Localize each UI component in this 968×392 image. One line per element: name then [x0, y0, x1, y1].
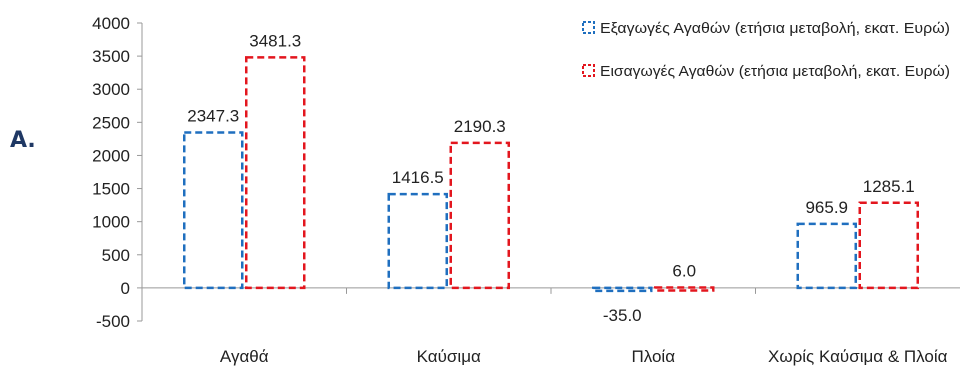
y-tick-label: -500	[96, 312, 130, 331]
y-tick-label: 3000	[92, 80, 130, 99]
legend-swatch	[582, 64, 595, 77]
x-tick-label: Πλοία	[631, 347, 675, 366]
bar	[449, 141, 510, 290]
data-label: 965.9	[805, 198, 848, 217]
bar	[245, 56, 306, 290]
data-label: 2190.3	[454, 117, 506, 136]
y-tick-label: 2500	[92, 113, 130, 132]
y-tick-label: 1000	[92, 213, 130, 232]
y-tick-label: 3500	[92, 47, 130, 66]
panel-label: A.	[10, 128, 36, 153]
bar	[858, 201, 919, 290]
legend-swatch	[582, 21, 595, 34]
bar	[387, 192, 448, 290]
data-label: 2347.3	[187, 106, 239, 125]
data-label: 6.0	[672, 261, 696, 280]
data-label: 1285.1	[863, 177, 915, 196]
y-tick-label: 2000	[92, 146, 130, 165]
bar	[796, 222, 857, 290]
legend-label: Εξαγωγές Αγαθών (ετήσια μεταβολή, εκατ. …	[600, 20, 950, 37]
data-label: 3481.3	[249, 31, 301, 50]
y-tick-label: 500	[102, 246, 130, 265]
y-tick-label: 1500	[92, 180, 130, 199]
bar	[183, 131, 244, 290]
y-tick-label: 0	[121, 279, 130, 298]
y-tick-label: 4000	[92, 14, 130, 33]
data-label: -35.0	[603, 306, 642, 325]
x-tick-label: Καύσιμα	[417, 347, 481, 366]
data-label: 1416.5	[392, 168, 444, 187]
x-tick-label: Χωρίς Καύσιμα & Πλοία	[768, 347, 948, 366]
x-tick-label: Αγαθά	[220, 347, 269, 366]
bar	[592, 286, 653, 293]
legend-label: Εισαγωγές Αγαθών (ετήσια μεταβολή, εκατ.…	[600, 63, 950, 80]
bar	[654, 286, 715, 292]
